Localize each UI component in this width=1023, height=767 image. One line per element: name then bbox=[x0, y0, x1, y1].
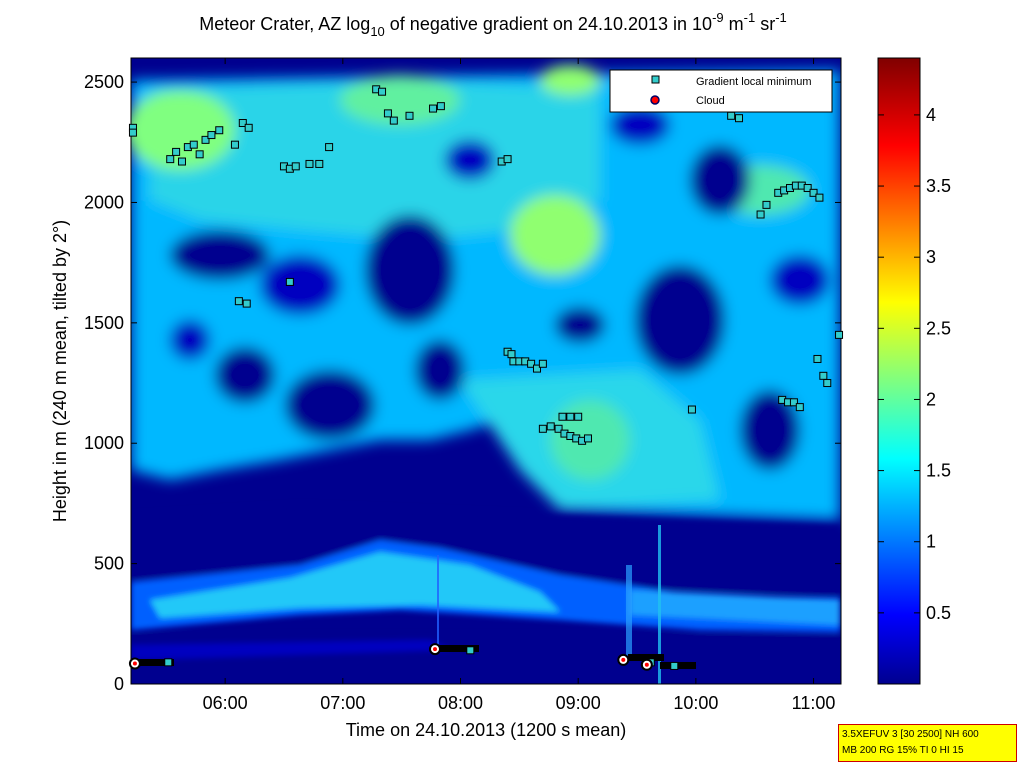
x-axis-ticks: 06:00 07:00 08:00 09:00 10:00 11:00 bbox=[203, 58, 836, 713]
colorbar-tick-label: 4 bbox=[926, 105, 936, 125]
gradient-minimum-point bbox=[201, 135, 210, 144]
gradient-minimum-point bbox=[242, 299, 251, 308]
gradient-minimum-point bbox=[546, 422, 555, 431]
gradient-minimum-point bbox=[813, 354, 822, 363]
x-tick-label: 06:00 bbox=[203, 693, 248, 713]
legend-minimum-label: Gradient local minimum bbox=[696, 76, 812, 88]
legend: Gradient local minimum Cloud bbox=[609, 69, 833, 113]
gradient-minimum-point bbox=[819, 371, 828, 380]
gradient-minimum-point bbox=[234, 297, 243, 306]
y-tick-label: 1500 bbox=[84, 313, 124, 333]
colorbar-tick-label: 3.5 bbox=[926, 176, 951, 196]
y-axis-ticks: 0 500 1000 1500 2000 2500 bbox=[84, 72, 841, 694]
x-tick-label: 10:00 bbox=[673, 693, 718, 713]
gradient-minimum-point bbox=[527, 359, 536, 368]
gradient-minimum-point bbox=[405, 111, 414, 120]
gradient-minimum-point bbox=[466, 646, 475, 655]
gradient-minimum-point bbox=[532, 364, 541, 373]
gradient-minimum-point bbox=[789, 398, 798, 407]
y-tick-label: 0 bbox=[114, 674, 124, 694]
cloud-point-center bbox=[433, 647, 438, 652]
colorbar-tick-label: 2.5 bbox=[926, 318, 951, 338]
legend-cloud-label: Cloud bbox=[696, 95, 725, 107]
gradient-minimum-point bbox=[195, 150, 204, 159]
gradient-minimum-point bbox=[687, 405, 696, 414]
y-tick-label: 500 bbox=[94, 554, 124, 574]
gradient-minimum-point bbox=[389, 116, 398, 125]
gradient-minimum-point bbox=[558, 412, 567, 421]
colorbar-tick-label: 0.5 bbox=[926, 603, 951, 623]
info-line-2: MB 200 RG 15% TI 0 HI 15 bbox=[842, 745, 964, 756]
gradient-minimum-point bbox=[809, 188, 818, 197]
heatmap bbox=[131, 58, 841, 684]
gradient-minimum-point bbox=[762, 200, 771, 209]
gradient-minimum-point bbox=[189, 140, 198, 149]
cloud-point-center bbox=[132, 661, 137, 666]
gradient-minimum-point bbox=[835, 330, 844, 339]
x-tick-label: 08:00 bbox=[438, 693, 483, 713]
gradient-minimum-point bbox=[215, 126, 224, 135]
colorbar-tick-label: 3 bbox=[926, 247, 936, 267]
cloud-point-center bbox=[621, 657, 626, 662]
colorbar-tick-label: 2 bbox=[926, 389, 936, 409]
gradient-minimum-point bbox=[166, 155, 175, 164]
gradient-minimum-point bbox=[554, 424, 563, 433]
x-tick-label: 07:00 bbox=[320, 693, 365, 713]
gradient-minimum-point bbox=[164, 658, 173, 667]
gradient-minimum-point bbox=[507, 350, 516, 359]
colorbar: 0.5 1 1.5 2 2.5 3 3.5 4 bbox=[877, 57, 951, 685]
gradient-minimum-point bbox=[244, 123, 253, 132]
y-axis-label: Height in m (240 m mean, tilted by 2°) bbox=[50, 220, 70, 522]
gradient-minimum-point bbox=[177, 157, 186, 166]
legend-cloud-marker bbox=[650, 95, 660, 105]
gradient-minimum-point bbox=[315, 159, 324, 168]
gradient-minimum-point bbox=[128, 128, 137, 137]
gradient-minimum-point bbox=[207, 131, 216, 140]
gradient-minimum-point bbox=[503, 155, 512, 164]
gradient-minimum-point bbox=[383, 109, 392, 118]
gradient-minimum-point bbox=[325, 143, 334, 152]
cloud-series bbox=[128, 643, 653, 671]
gradient-minimum-point bbox=[378, 87, 387, 96]
gradient-minimum-point bbox=[285, 277, 294, 286]
gradient-minimum-point bbox=[815, 193, 824, 202]
colorbar-ticks: 0.5 1 1.5 2 2.5 3 3.5 4 bbox=[878, 105, 951, 623]
colorbar-tick-label: 1.5 bbox=[926, 461, 951, 481]
x-axis-label: Time on 24.10.2013 (1200 s mean) bbox=[346, 720, 627, 740]
gradient-minimum-point bbox=[238, 119, 247, 128]
x-tick-label: 09:00 bbox=[556, 693, 601, 713]
info-box: 3.5XEFUV 3 [30 2500] NH 600 MB 200 RG 15… bbox=[838, 724, 1017, 762]
gradient-minimum-point bbox=[795, 403, 804, 412]
gradient-minimum-point bbox=[823, 379, 832, 388]
gradient-minimum-point bbox=[756, 210, 765, 219]
gradient-minimum-point bbox=[583, 434, 592, 443]
gradient-minimum-point bbox=[429, 104, 438, 113]
gradient-minimum-point bbox=[436, 102, 445, 111]
gradient-minimum-point bbox=[291, 162, 300, 171]
gradient-minimum-point bbox=[735, 114, 744, 123]
gradient-minimum-point bbox=[538, 424, 547, 433]
chart-title: Meteor Crater, AZ log10 of negative grad… bbox=[199, 10, 787, 39]
info-line-1: 3.5XEFUV 3 [30 2500] NH 600 bbox=[842, 729, 979, 740]
gradient-minimum-point bbox=[574, 412, 583, 421]
x-tick-label: 11:00 bbox=[792, 693, 836, 713]
gradient-minimum-point bbox=[727, 111, 736, 120]
gradient-minimum-point bbox=[305, 159, 314, 168]
gradient-minimum-point bbox=[566, 412, 575, 421]
gradient-minimum-point bbox=[172, 147, 181, 156]
legend-minimum-marker bbox=[651, 75, 660, 84]
y-tick-label: 2000 bbox=[84, 192, 124, 212]
colorbar-tick-label: 1 bbox=[926, 532, 936, 552]
gradient-minimum-point bbox=[538, 359, 547, 368]
y-tick-label: 1000 bbox=[84, 433, 124, 453]
cloud-point-center bbox=[644, 662, 649, 667]
gradient-minimum-point bbox=[670, 661, 679, 670]
plot-frame bbox=[130, 57, 842, 685]
gradient-minimum-point bbox=[230, 140, 239, 149]
y-tick-label: 2500 bbox=[84, 72, 124, 92]
gradient-minimum-point bbox=[803, 184, 812, 193]
